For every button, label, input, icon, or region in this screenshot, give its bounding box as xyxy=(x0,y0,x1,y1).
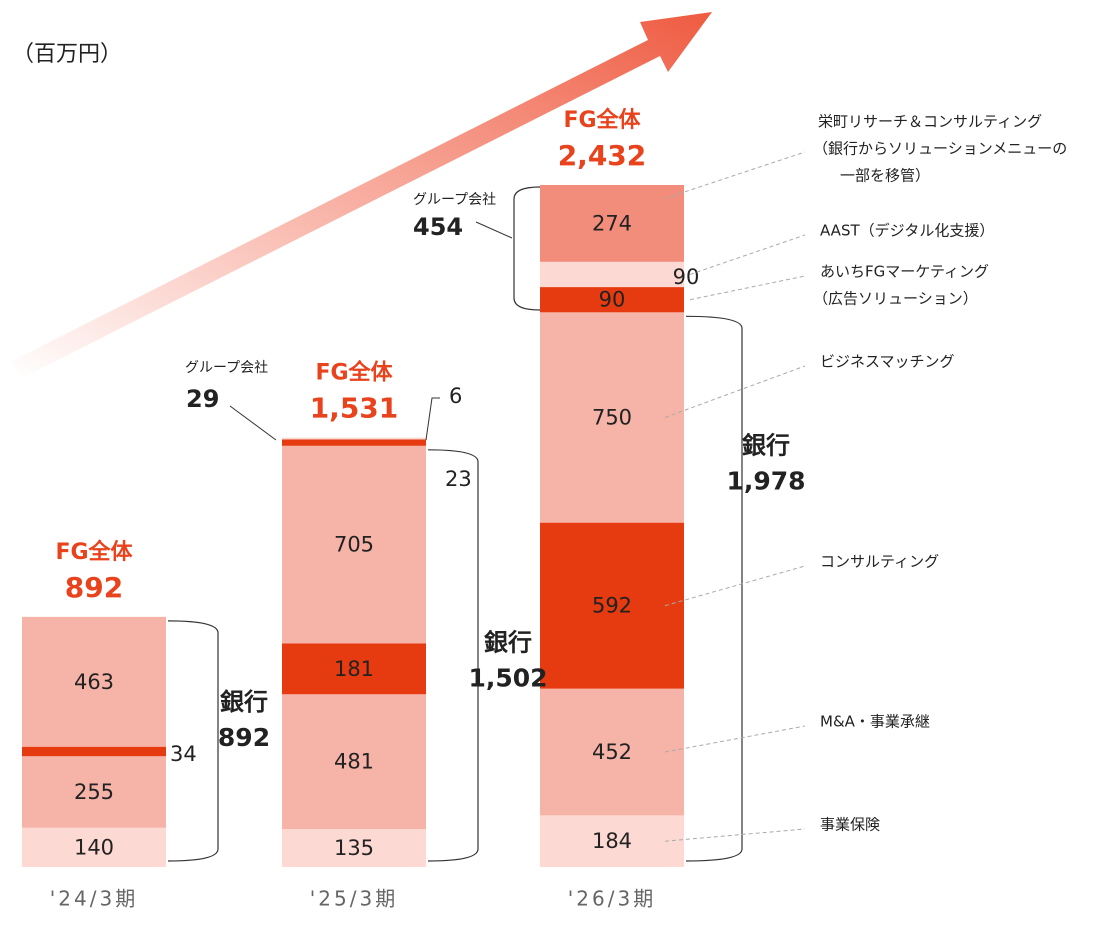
segment-label: 23 xyxy=(445,467,472,491)
segment-label: 255 xyxy=(74,780,114,804)
total-value: 892 xyxy=(65,571,123,604)
segment-label: 90 xyxy=(673,265,700,289)
segment-label: 34 xyxy=(170,742,197,766)
bank-bracket xyxy=(427,449,479,862)
leader xyxy=(425,397,440,441)
bank-title: 銀行 xyxy=(220,688,268,716)
bar-segment xyxy=(282,445,426,644)
segment-label: 592 xyxy=(592,594,632,618)
total-title: FG全体 xyxy=(563,107,641,133)
bar-segment xyxy=(540,261,684,288)
segment-label: 6 xyxy=(449,384,462,408)
series-note: （広告ソリューション） xyxy=(813,290,978,308)
leader-line xyxy=(664,151,806,199)
bar-segment xyxy=(540,815,684,867)
series-note: （銀行からソリューションメニューの xyxy=(813,140,1067,158)
bank-value: 1,978 xyxy=(726,466,805,495)
leader-line xyxy=(689,275,806,301)
bar-segment xyxy=(282,694,426,830)
bar-segment xyxy=(282,829,426,867)
category-label: '25/3期 xyxy=(310,887,398,911)
series-name: 栄町リサーチ＆コンサルティング xyxy=(818,113,1042,131)
bar-segment xyxy=(540,312,684,523)
leader-line xyxy=(689,234,806,275)
group-bracket xyxy=(513,186,541,311)
leader-line xyxy=(664,725,806,753)
segment-label: 90 xyxy=(599,288,626,312)
bar-segment xyxy=(282,437,426,440)
bar-segment xyxy=(22,616,166,747)
bar-segment xyxy=(22,746,166,757)
group-value: 454 xyxy=(413,213,463,241)
segment-label: 705 xyxy=(334,533,374,557)
bar-segment xyxy=(540,185,684,262)
bank-value: 1,502 xyxy=(468,663,547,692)
total-value: 1,531 xyxy=(310,392,399,425)
series-name: M&A・事業承継 xyxy=(820,713,930,731)
segment-label: 135 xyxy=(334,836,374,860)
segment-label: 452 xyxy=(592,740,632,764)
series-name: AAST（デジタル化支援） xyxy=(820,222,994,240)
group-title: グループ会社 xyxy=(413,192,496,208)
segment-label: 481 xyxy=(334,750,374,774)
segment-label: 750 xyxy=(592,405,632,429)
bank-title: 銀行 xyxy=(484,628,532,656)
bank-title: 銀行 xyxy=(742,431,790,459)
series-name: ビジネスマッチング xyxy=(820,353,955,371)
category-label: '26/3期 xyxy=(568,887,656,911)
series-note: 一部を移管） xyxy=(840,167,930,185)
leader xyxy=(229,405,277,441)
group-value: 29 xyxy=(186,385,219,413)
bar-segment xyxy=(540,287,684,313)
bank-bracket xyxy=(685,315,743,862)
bank-bracket xyxy=(167,620,219,862)
segment-label: 274 xyxy=(592,211,632,235)
leader-line xyxy=(664,828,806,842)
leader xyxy=(475,221,513,239)
leader-line xyxy=(664,365,806,418)
growth-arrow xyxy=(10,12,712,378)
segment-label: 463 xyxy=(74,670,114,694)
bar-segment xyxy=(22,827,166,867)
bar-segment xyxy=(540,688,684,816)
bar-segment xyxy=(22,756,166,828)
unit-label: （百万円） xyxy=(12,42,122,67)
leader-line xyxy=(664,565,806,607)
bank-value: 892 xyxy=(218,723,270,752)
segment-label: 140 xyxy=(74,835,114,859)
series-name: あいちFGマーケティング xyxy=(820,263,989,281)
bar-segment xyxy=(282,643,426,695)
total-title: FG全体 xyxy=(55,539,133,565)
series-name: 事業保険 xyxy=(820,816,880,834)
segment-label: 181 xyxy=(334,657,374,681)
category-label: '24/3期 xyxy=(50,887,138,911)
total-value: 2,432 xyxy=(558,139,647,172)
total-title: FG全体 xyxy=(315,360,393,386)
series-name: コンサルティング xyxy=(820,553,939,571)
bar-segment xyxy=(282,439,426,446)
group-title: グループ会社 xyxy=(185,360,268,376)
bar-segment xyxy=(540,522,684,689)
segment-label: 184 xyxy=(592,829,632,853)
